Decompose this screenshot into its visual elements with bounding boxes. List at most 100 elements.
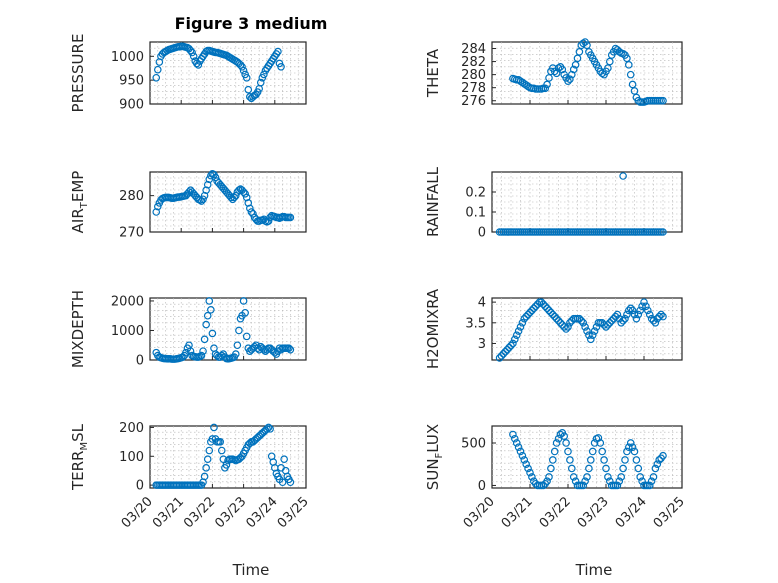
figure-title: Figure 3 medium (175, 14, 328, 33)
data-point (571, 61, 580, 69)
data-point (507, 341, 515, 350)
data-point (501, 347, 510, 356)
data-point (260, 70, 268, 79)
y-tick-label: 280 (119, 189, 144, 204)
data-point (579, 39, 588, 48)
data-point (550, 447, 559, 456)
data-point (503, 345, 512, 354)
data-point (531, 302, 540, 311)
data-point (241, 308, 249, 317)
data-point (566, 318, 574, 327)
x-tick-label: 03/21 (499, 494, 536, 531)
data-point (222, 461, 231, 469)
subplot-rainfall: 0 0.1 0.2 RAINFALL (424, 166, 683, 241)
data-point (526, 308, 534, 317)
data-point (522, 312, 531, 321)
data-point (189, 52, 198, 61)
data-point (197, 351, 206, 360)
data-point (545, 473, 553, 481)
data-point (247, 208, 256, 216)
data-point (649, 473, 658, 481)
x-tick-label: 03/21 (150, 494, 187, 531)
data-point (605, 477, 614, 486)
data-point (569, 65, 578, 74)
y-tick-label: 500 (461, 436, 486, 451)
y-tick-label: 0.2 (465, 186, 486, 201)
data-point (227, 193, 235, 202)
data-point (539, 481, 548, 490)
data-point (217, 446, 226, 455)
data-point (645, 481, 654, 490)
y-tick-label: 270 (119, 226, 144, 241)
data-point (596, 439, 605, 447)
data-point (604, 64, 612, 72)
data-point (207, 306, 215, 314)
data-point (604, 473, 612, 481)
data-point (216, 438, 225, 446)
data-point (280, 455, 288, 463)
y-tick-label: 284 (461, 42, 486, 57)
data-point (202, 320, 210, 329)
y-axis-label: THETA (424, 48, 442, 98)
data-point (232, 350, 240, 358)
data-point (581, 323, 589, 331)
data-point (208, 329, 217, 338)
y-tick-label: 900 (119, 98, 144, 113)
data-point (602, 464, 610, 473)
data-point (626, 439, 635, 447)
data-point (626, 70, 635, 79)
data-point (577, 316, 586, 325)
data-point (638, 302, 646, 311)
y-tick-label: 1000 (111, 324, 144, 339)
data-point (244, 85, 253, 94)
data-point (575, 314, 584, 323)
data-point (197, 197, 206, 205)
data-point (539, 300, 548, 309)
data-point (246, 204, 254, 213)
data-point (623, 447, 631, 456)
y-tick-label: 0 (478, 479, 486, 494)
data-point (154, 202, 162, 211)
data-point (152, 73, 161, 82)
data-point (239, 66, 248, 75)
data-point (205, 297, 214, 305)
y-axis-label: AIRTEMP (69, 171, 90, 234)
data-point (628, 443, 637, 452)
y-tick-label: 280 (461, 68, 486, 83)
data-point (505, 343, 513, 352)
data-point (651, 464, 660, 473)
data-point (619, 172, 627, 180)
x-tick-label: 03/20 (119, 494, 156, 531)
data-point (266, 425, 274, 433)
data-point (182, 348, 190, 357)
data-point (548, 310, 557, 319)
data-point (592, 323, 601, 331)
data-point (634, 310, 643, 319)
y-tick-label: 100 (119, 450, 144, 465)
y-tick-label: 0 (136, 354, 144, 369)
data-point (256, 78, 265, 87)
data-point (645, 310, 654, 319)
data-point (205, 446, 214, 455)
data-point (520, 456, 529, 464)
data-point (642, 302, 650, 311)
y-tick-label: 0.1 (465, 206, 486, 221)
data-point (548, 456, 557, 464)
data-point (586, 456, 595, 464)
y-tick-label: 282 (461, 55, 486, 70)
data-point (185, 188, 193, 196)
data-point (522, 460, 531, 469)
data-point (200, 472, 209, 481)
data-point (526, 468, 534, 477)
data-point (609, 314, 618, 323)
data-point (659, 451, 667, 460)
data-point (653, 460, 662, 469)
data-point (242, 73, 251, 82)
data-point (529, 304, 538, 313)
data-point (154, 65, 162, 74)
data-point (274, 47, 282, 56)
data-point (624, 443, 633, 452)
data-point (623, 54, 631, 63)
data-point (657, 310, 665, 319)
